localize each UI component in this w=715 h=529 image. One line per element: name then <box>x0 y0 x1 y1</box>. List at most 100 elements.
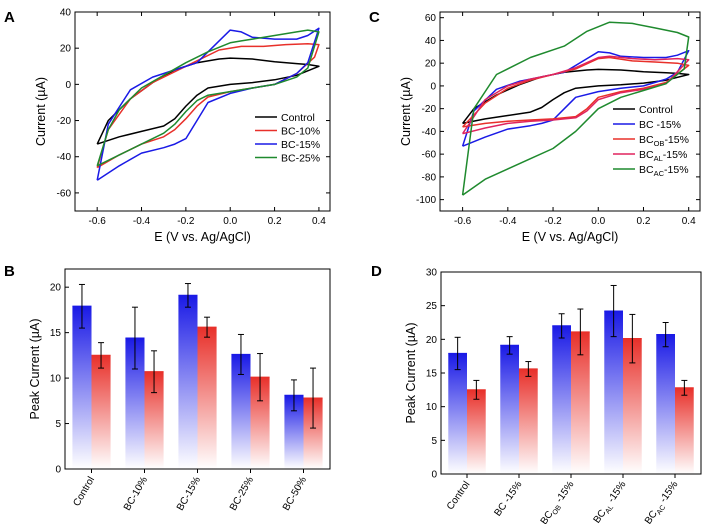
y-tick-label: 20 <box>426 335 438 346</box>
y-tick-label: 0 <box>431 470 437 481</box>
y-tick-label: 25 <box>426 301 438 312</box>
y-tick-label: 20 <box>425 59 437 70</box>
y-tick-label: 0 <box>55 465 61 476</box>
bar-reduction <box>197 327 217 469</box>
bar-reduction <box>303 398 323 469</box>
x-tick-label: 0.4 <box>682 216 696 227</box>
y-tick-label: -40 <box>422 127 437 138</box>
y-tick-label: 60 <box>425 13 437 24</box>
x-tick-label: 0.2 <box>637 216 651 227</box>
bar-reduction <box>623 338 642 474</box>
bar-chart-d: Control BC -15% BCOB -15% BCAL -15% BCAC -15… <box>404 268 702 527</box>
category-label: BC-15% <box>175 475 203 513</box>
y-tick-label: 20 <box>50 283 62 294</box>
category-label: BCAC -15% <box>643 479 682 524</box>
x-tick-label: 0.0 <box>591 216 605 227</box>
x-tick-label: 0.0 <box>223 216 237 227</box>
y-tick-label: 40 <box>425 36 437 47</box>
bar-oxidation <box>552 325 571 474</box>
category-label: BC-10% <box>122 475 150 513</box>
bar-oxidation <box>72 306 92 469</box>
y-tick-label: -80 <box>422 172 437 183</box>
legend-label: Control <box>281 112 315 124</box>
y-tick-label: -40 <box>57 152 72 163</box>
y-tick-label: 15 <box>426 369 438 380</box>
cv-curve-bc-ac-15- <box>461 21 690 196</box>
y-tick-label: -60 <box>422 150 437 161</box>
plot-frame <box>74 11 331 212</box>
bar-chart-b: Control BC-10% BC-15% BC-25% BC-50% 0 5 10 15 20 P… <box>28 268 331 513</box>
bar-reduction <box>467 389 486 474</box>
x-axis-label: E (V vs. Ag/AgCl) <box>154 230 251 244</box>
plot-frame <box>64 268 331 470</box>
panel-label-c: C <box>369 9 380 26</box>
category-label: BC-50% <box>281 475 309 513</box>
x-tick-label: -0.6 <box>454 216 472 227</box>
bar-oxidation <box>231 354 251 469</box>
bar-oxidation <box>125 338 145 469</box>
bar-reduction <box>144 371 164 469</box>
y-tick-label: 0 <box>65 80 71 91</box>
bar-oxidation <box>178 295 198 469</box>
y-tick-label: 20 <box>60 44 72 55</box>
plot-frame <box>439 11 701 212</box>
x-tick-label: 0.4 <box>312 216 326 227</box>
legend-label: BC-10% <box>281 126 320 138</box>
y-tick-label: 30 <box>426 268 438 279</box>
legend-label: BC-15% <box>281 139 320 151</box>
legend-label: BCOB-15% <box>639 134 689 148</box>
category-label: BC-25% <box>228 475 256 513</box>
legend-label: BCAL-15% <box>639 149 687 163</box>
bar-oxidation <box>284 395 304 469</box>
bar-oxidation <box>448 353 467 474</box>
y-axis-label: Current (µA) <box>34 77 48 146</box>
y-tick-label: 5 <box>431 436 437 447</box>
cv-curve-bc-al-15- <box>461 55 690 135</box>
y-axis-label: Peak Current (µA) <box>404 323 418 424</box>
y-tick-label: 0 <box>430 81 436 92</box>
bar-reduction <box>675 387 694 474</box>
bar-oxidation <box>656 334 675 474</box>
bar-reduction <box>519 368 538 474</box>
x-tick-label: -0.2 <box>177 216 195 227</box>
category-label: BCOB -15% <box>539 479 578 524</box>
y-tick-label: -60 <box>57 188 72 199</box>
y-tick-label: -20 <box>57 116 72 127</box>
bar-oxidation <box>500 345 519 474</box>
x-tick-label: 0.2 <box>268 216 282 227</box>
cv-curve-bc-25- <box>96 29 320 167</box>
y-tick-label: 40 <box>60 8 72 19</box>
y-tick-label: -100 <box>416 195 436 206</box>
x-tick-label: -0.4 <box>499 216 517 227</box>
bar-reduction <box>250 377 270 469</box>
bar-reduction <box>571 331 590 474</box>
cv-curve-bc-10- <box>96 42 320 169</box>
legend-label: BCAC-15% <box>639 164 689 178</box>
panel-label-a: A <box>4 9 15 26</box>
y-axis-label: Peak Current (µA) <box>28 319 42 420</box>
cv-chart-a: -0.6 -0.4 -0.2 0.0 0.2 0.4 -60 -40 -20 0 20 40 E (V … <box>34 8 331 244</box>
panel-label-d: D <box>371 263 382 280</box>
y-tick-label: 10 <box>50 374 62 385</box>
legend-label: BC -15% <box>639 119 681 131</box>
y-axis-label: Current (µA) <box>399 77 413 146</box>
x-axis-label: E (V vs. Ag/AgCl) <box>522 230 619 244</box>
y-tick-label: 5 <box>55 419 61 430</box>
category-label: Control <box>71 475 97 508</box>
x-tick-label: -0.2 <box>544 216 562 227</box>
category-label: Control <box>445 479 473 512</box>
x-tick-label: -0.6 <box>89 216 107 227</box>
y-tick-label: 15 <box>50 328 62 339</box>
bar-oxidation <box>604 311 623 474</box>
bar-reduction <box>91 355 111 469</box>
legend-label: BC-25% <box>281 153 320 165</box>
x-tick-label: -0.4 <box>133 216 151 227</box>
legend-label: Control <box>639 104 673 116</box>
cv-chart-c: -0.6 -0.4 -0.2 0.0 0.2 0.4 -100 -80 -60 -40 -20 0 20… <box>399 11 701 244</box>
category-label: BC -15% <box>492 479 524 518</box>
panel-label-b: B <box>4 263 15 280</box>
category-label: BCAL -15% <box>592 479 631 524</box>
y-tick-label: 10 <box>426 402 438 413</box>
cv-curve-bc-15- <box>96 27 320 181</box>
